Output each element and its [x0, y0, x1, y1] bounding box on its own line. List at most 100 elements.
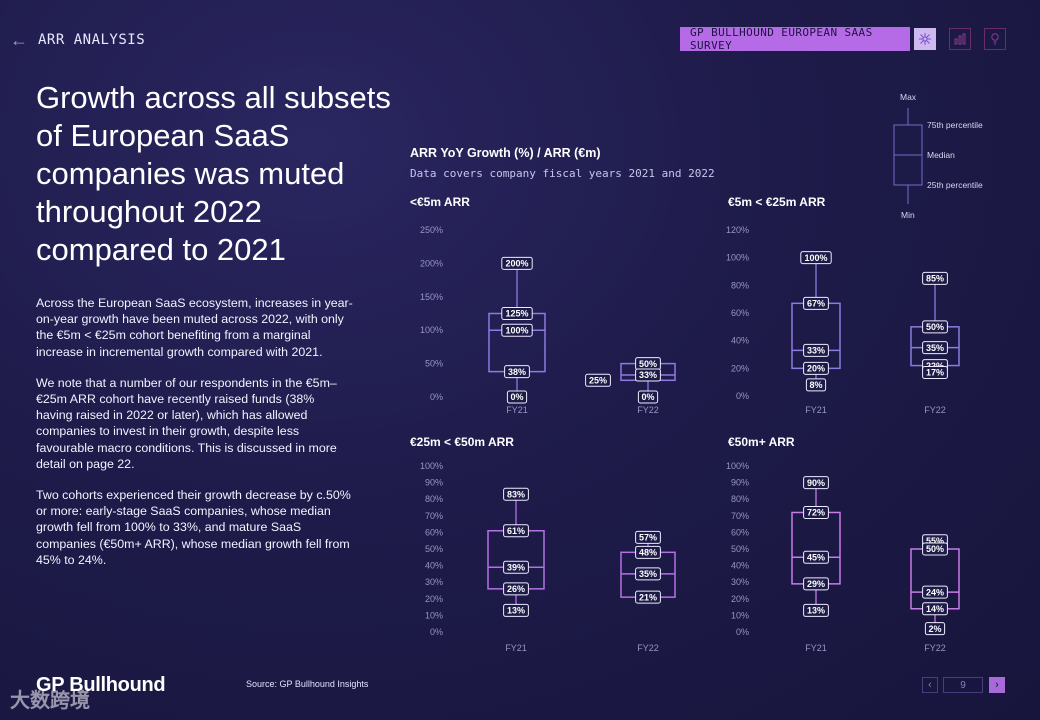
- data-label-box: [922, 271, 948, 285]
- data-label: 29%: [807, 579, 825, 589]
- legend-median-label: Median: [927, 150, 955, 160]
- y-tick-label: 20%: [425, 594, 443, 604]
- page-title: Growth across all subsets of European Sa…: [36, 79, 391, 267]
- iqr-box: [791, 511, 841, 585]
- breadcrumb: ← ARR ANALYSIS: [10, 31, 145, 49]
- back-arrow-icon[interactable]: ←: [10, 30, 28, 50]
- data-label: 61%: [507, 526, 525, 536]
- legend-min-label: Min: [901, 210, 915, 220]
- y-tick-label: 100%: [726, 253, 749, 263]
- data-label-box: [803, 476, 829, 490]
- iqr-box: [487, 529, 545, 590]
- data-label-box: [922, 320, 948, 334]
- next-page-button[interactable]: ›: [989, 677, 1005, 693]
- paragraph: Two cohorts experienced their growth dec…: [36, 488, 351, 567]
- data-label: 57%: [639, 533, 657, 543]
- x-category-label: FY22: [637, 643, 659, 653]
- y-tick-label: 200%: [420, 258, 443, 268]
- y-tick-label: 150%: [420, 292, 443, 302]
- data-label: 67%: [807, 299, 825, 309]
- data-label: 72%: [807, 508, 825, 518]
- data-label-box: [803, 505, 829, 519]
- section-label: ARR ANALYSIS: [38, 32, 146, 48]
- legend-q3-label: 75th percentile: [927, 120, 983, 130]
- x-category-label: FY21: [805, 643, 827, 653]
- data-label-box: [803, 343, 829, 357]
- lightbulb-nav-button[interactable]: [984, 28, 1006, 50]
- data-label: 38%: [508, 367, 526, 377]
- data-label-box: [803, 550, 829, 564]
- data-label: 33%: [639, 370, 657, 380]
- y-tick-label: 20%: [731, 363, 749, 373]
- data-label: 85%: [926, 274, 944, 284]
- body-text: Across the European SaaS ecosystem, incr…: [36, 295, 354, 583]
- data-label-box: [503, 560, 529, 574]
- panel-title: €5m < €25m ARR: [728, 195, 826, 209]
- data-label-box: [922, 365, 948, 379]
- data-label: 14%: [926, 604, 944, 614]
- prev-page-button[interactable]: ‹: [922, 677, 938, 693]
- y-tick-label: 0%: [430, 627, 443, 637]
- source-note: Source: GP Bullhound Insights: [246, 679, 369, 689]
- data-label: 22%: [926, 361, 944, 371]
- data-label: 50%: [926, 322, 944, 332]
- data-label-box: [503, 582, 529, 596]
- iqr-box: [488, 312, 546, 373]
- paragraph: Across the European SaaS ecosystem, incr…: [36, 296, 353, 359]
- bar-chart-icon: [954, 33, 966, 45]
- data-label-box: [637, 390, 659, 404]
- data-label: 8%: [809, 380, 822, 390]
- company-logo: GP Bullhound: [36, 674, 166, 696]
- data-label: 100%: [505, 325, 528, 335]
- iqr-box: [791, 302, 841, 370]
- data-label-box: [635, 368, 661, 382]
- y-tick-label: 60%: [731, 308, 749, 318]
- y-tick-label: 60%: [425, 527, 443, 537]
- data-label: 0%: [641, 392, 654, 402]
- y-tick-label: 50%: [425, 359, 443, 369]
- data-label: 48%: [639, 548, 657, 558]
- data-label-box: [800, 251, 832, 265]
- iqr-box: [910, 548, 960, 610]
- data-label-box: [635, 590, 661, 604]
- data-label: 26%: [507, 584, 525, 594]
- y-tick-label: 80%: [731, 494, 749, 504]
- watermark: 大数跨境: [10, 690, 90, 712]
- data-label: 45%: [807, 553, 825, 563]
- y-tick-label: 100%: [420, 325, 443, 335]
- data-label-box: [503, 524, 529, 538]
- y-tick-label: 10%: [425, 610, 443, 620]
- data-label-box: [501, 323, 533, 337]
- y-tick-label: 50%: [731, 544, 749, 554]
- data-label: 200%: [505, 259, 528, 269]
- data-label: 17%: [926, 368, 944, 378]
- data-label-box: [922, 542, 948, 556]
- survey-network-icon[interactable]: [914, 28, 936, 50]
- legend-q1-label: 25th percentile: [927, 180, 983, 190]
- bar-chart-nav-button[interactable]: [949, 28, 971, 50]
- data-label: 24%: [926, 587, 944, 597]
- data-label-box: [803, 296, 829, 310]
- data-label-box: [501, 256, 533, 270]
- paragraph: We note that a number of our respondents…: [36, 375, 337, 471]
- data-label-box: [924, 622, 946, 636]
- data-label: 2%: [928, 624, 941, 634]
- survey-badge[interactable]: GP BULLHOUND EUROPEAN SAAS SURVEY: [680, 26, 910, 52]
- page-number[interactable]: 9: [943, 677, 983, 693]
- x-category-label: FY22: [924, 405, 946, 415]
- y-tick-label: 0%: [736, 627, 749, 637]
- y-tick-label: 40%: [731, 336, 749, 346]
- y-tick-label: 20%: [731, 594, 749, 604]
- data-label-box: [635, 567, 661, 581]
- data-label: 39%: [507, 562, 525, 572]
- y-tick-label: 90%: [731, 478, 749, 488]
- data-label: 90%: [807, 478, 825, 488]
- x-category-label: FY22: [924, 643, 946, 653]
- data-label-box: [805, 378, 827, 392]
- panel-title: <€5m ARR: [410, 195, 470, 209]
- lightbulb-icon: [991, 33, 999, 45]
- data-label: 50%: [639, 359, 657, 369]
- data-label-box: [922, 602, 948, 616]
- x-category-label: FY21: [505, 643, 527, 653]
